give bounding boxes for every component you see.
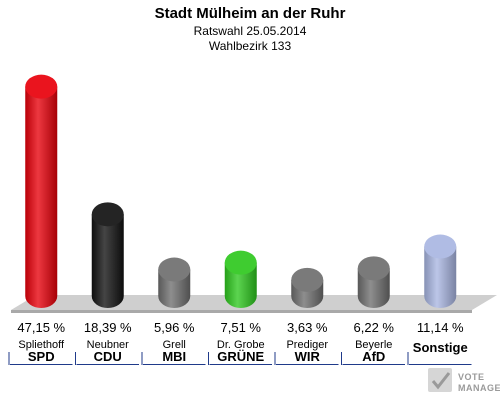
value-label: 7,51 %: [221, 320, 262, 335]
value-label: 5,96 %: [154, 320, 195, 335]
bar-cap: [291, 267, 324, 292]
bar-cap: [158, 257, 191, 282]
bar: [291, 267, 324, 308]
bar-cap: [424, 234, 457, 259]
party-label: GRÜNE: [217, 349, 264, 364]
bar-body: [91, 214, 124, 308]
bar: [91, 202, 124, 308]
value-label: 3,63 %: [287, 320, 328, 335]
chart-subtitle: Ratswahl 25.05.2014: [194, 24, 307, 38]
floor-front: [11, 310, 472, 313]
candidate-label: Dr. Grobe: [217, 339, 265, 351]
party-label: AfD: [362, 349, 385, 364]
ballot-check-icon: [428, 368, 452, 392]
bar-cap: [25, 74, 58, 99]
logo-line1: VOTE: [458, 372, 485, 382]
party-label: MBI: [162, 349, 186, 364]
bar-cap: [91, 202, 124, 227]
candidate-label: Prediger: [286, 339, 328, 351]
bar: [224, 250, 257, 308]
party-label: Sonstige: [413, 340, 468, 355]
value-label: 47,15 %: [17, 320, 65, 335]
chart-district: Wahlbezirk 133: [209, 39, 292, 53]
party-label: WIR: [295, 349, 321, 364]
bar: [158, 257, 191, 308]
bar-body: [25, 86, 58, 309]
party-label: CDU: [94, 349, 122, 364]
bar: [25, 74, 58, 309]
bars-group: [25, 74, 457, 309]
value-labels-group: 47,15 % 18,39 % 5,96 % 7,51 % 3,63 % 6,22 % 11…: [17, 320, 464, 335]
vote-manager-logo: VOTE MANAGER: [428, 368, 500, 393]
bar: [357, 256, 390, 308]
value-label: 18,39 %: [84, 320, 132, 335]
party-label: SPD: [28, 349, 55, 364]
logo-line2: MANAGER: [458, 383, 500, 393]
bar: [424, 234, 457, 308]
bar-cap: [357, 256, 390, 281]
bar-body: [424, 246, 457, 308]
chart-title: Stadt Mülheim an der Ruhr: [155, 5, 346, 22]
candidate-label: Neubner: [87, 339, 130, 351]
candidate-label: Grell: [163, 339, 186, 351]
candidate-label: Beyerle: [355, 339, 392, 351]
value-label: 6,22 %: [354, 320, 395, 335]
candidate-label: Spliethoff: [18, 339, 65, 351]
bar-cap: [224, 250, 257, 275]
value-label: 11,14 %: [417, 320, 464, 335]
bar-body: [224, 262, 257, 308]
